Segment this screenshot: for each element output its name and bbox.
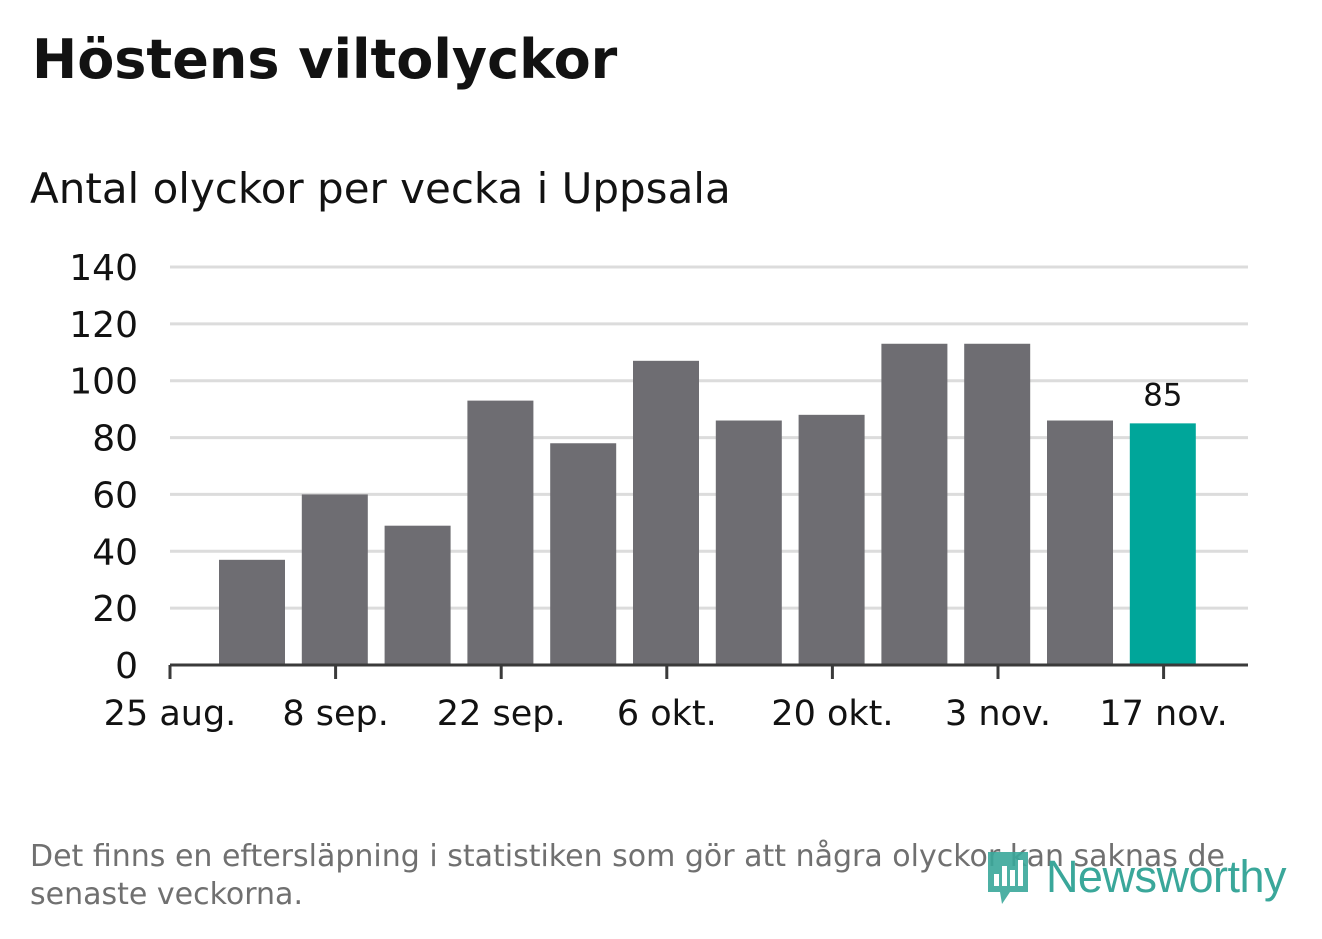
axes: [168, 663, 1248, 679]
bar: [1129, 423, 1196, 665]
bar: [384, 525, 451, 665]
x-tick-label: 22 sep.: [437, 694, 566, 734]
bar: [467, 400, 534, 665]
y-tick-label: 80: [92, 419, 138, 460]
bar: [715, 420, 782, 665]
x-tick-label: 25 aug.: [104, 694, 237, 734]
x-tick-label: 6 okt.: [617, 694, 717, 734]
x-tick-label: 3 nov.: [945, 694, 1051, 734]
chart-subtitle: Antal olyckor per vecka i Uppsala: [30, 164, 731, 213]
bar: [550, 443, 617, 665]
y-tick-label: 100: [69, 362, 138, 403]
y-tick-label: 60: [92, 475, 138, 516]
bar: [964, 343, 1031, 665]
bar: [301, 494, 368, 665]
bar-chart: 0 20 40 60 80 100 120 140 25 aug. 8 sep. 22 sep. 6…: [69, 248, 1248, 734]
data-label: 85: [1143, 377, 1182, 413]
y-tick-label: 40: [92, 532, 138, 573]
chart-title: Höstens viltolyckor: [32, 28, 618, 91]
bar: [881, 343, 948, 665]
y-tick-label: 20: [92, 589, 138, 630]
y-tick-label: 140: [69, 248, 138, 289]
newsworthy-logo-icon: [987, 852, 1028, 904]
newsworthy-logo: Newsworthy: [984, 846, 1287, 908]
bar: [219, 559, 285, 665]
y-axis-labels: 0 20 40 60 80 100 120 140: [69, 248, 138, 687]
bar: [798, 414, 865, 665]
x-axis-labels: 25 aug. 8 sep. 22 sep. 6 okt. 20 okt. 3 nov. 1…: [104, 694, 1228, 734]
bar: [1047, 420, 1113, 665]
x-tick-label: 17 nov.: [1099, 694, 1227, 734]
data-labels: 85: [1143, 377, 1182, 413]
y-tick-label: 120: [69, 305, 138, 346]
y-tick-label: 0: [115, 646, 138, 687]
x-tick-label: 20 okt.: [771, 694, 893, 734]
bars: [219, 343, 1196, 665]
x-tick-label: 8 sep.: [282, 694, 389, 734]
logo-text: Newsworthy: [1045, 851, 1287, 902]
bar: [633, 360, 699, 665]
